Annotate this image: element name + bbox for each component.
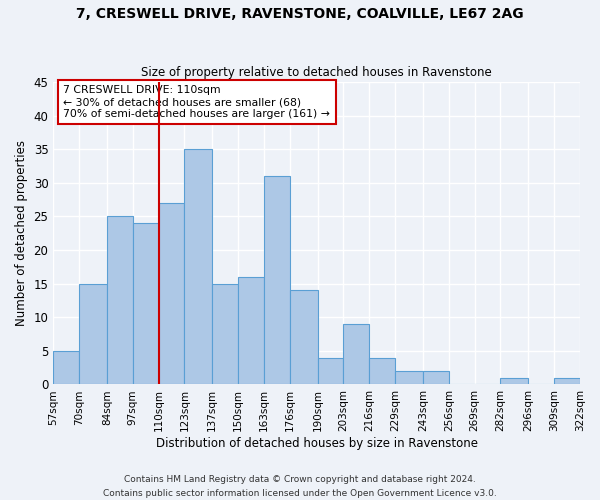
Bar (264, 176, 290, 384)
Bar (133, 223, 158, 384)
Bar (158, 203, 184, 384)
Bar (290, 290, 317, 384)
Text: 7 CRESWELL DRIVE: 110sqm
← 30% of detached houses are smaller (68)
70% of semi-d: 7 CRESWELL DRIVE: 110sqm ← 30% of detach… (63, 86, 330, 118)
Bar (107, 216, 133, 384)
Bar (79, 284, 107, 384)
Bar (395, 371, 423, 384)
Text: 7, CRESWELL DRIVE, RAVENSTONE, COALVILLE, LE67 2AG: 7, CRESWELL DRIVE, RAVENSTONE, COALVILLE… (76, 8, 524, 22)
Bar (554, 378, 580, 384)
Bar (184, 150, 212, 384)
Y-axis label: Number of detached properties: Number of detached properties (15, 140, 28, 326)
Title: Size of property relative to detached houses in Ravenstone: Size of property relative to detached ho… (141, 66, 492, 80)
Bar (500, 378, 529, 384)
Bar (370, 358, 395, 384)
Bar (238, 277, 264, 384)
Bar (423, 371, 449, 384)
Bar (343, 324, 370, 384)
Bar (317, 358, 343, 384)
Bar (53, 351, 79, 384)
X-axis label: Distribution of detached houses by size in Ravenstone: Distribution of detached houses by size … (155, 437, 478, 450)
Bar (212, 284, 238, 384)
Text: Contains HM Land Registry data © Crown copyright and database right 2024.
Contai: Contains HM Land Registry data © Crown c… (103, 476, 497, 498)
